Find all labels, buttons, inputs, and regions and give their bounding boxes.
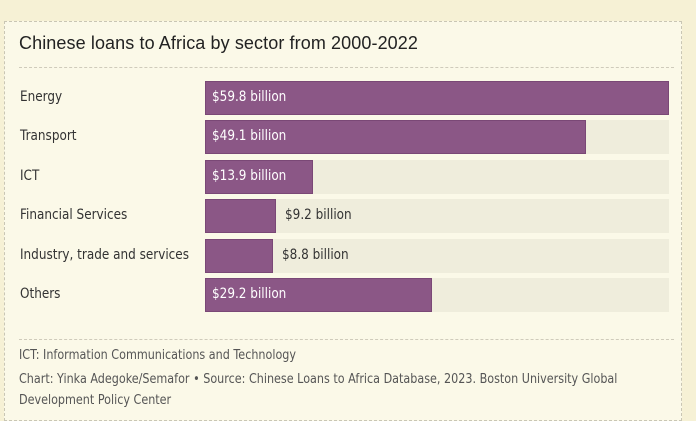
category-label: Transport: [20, 128, 77, 144]
footnote: ICT: Information Communications and Tech…: [19, 348, 297, 363]
bar-track: [205, 199, 669, 233]
divider: [19, 339, 674, 340]
data-label: $29.2 billion: [212, 286, 287, 302]
category-label: Industry, trade and services: [20, 247, 189, 263]
divider: [19, 67, 674, 68]
data-label: $8.8 billion: [282, 247, 349, 263]
category-label: ICT: [20, 168, 40, 184]
source-credit: Chart: Yinka Adegoke/Semafor • Source: C…: [19, 369, 617, 411]
category-label: Others: [20, 286, 61, 302]
data-label: $9.2 billion: [285, 207, 352, 223]
category-label: Financial Services: [20, 207, 128, 223]
bar: [205, 81, 669, 115]
chart-title: Chinese loans to Africa by sector from 2…: [19, 33, 419, 53]
data-label: $59.8 billion: [212, 89, 287, 105]
source-credit-line-2: Development Policy Center: [19, 393, 172, 408]
bar: [205, 160, 313, 194]
category-label: Energy: [20, 89, 63, 105]
chart-card: Chinese loans to Africa by sector from 2…: [4, 21, 682, 421]
data-label: $49.1 billion: [212, 128, 287, 144]
bar-track: [205, 239, 669, 273]
bar: [205, 278, 432, 312]
bar-chart: Energy $59.8 billion Transport $49.1 billio…: [5, 22, 683, 342]
data-label: $13.9 billion: [212, 168, 287, 184]
bar: [205, 239, 273, 273]
bar: [205, 120, 586, 154]
bar: [205, 199, 276, 233]
source-credit-line-1: Chart: Yinka Adegoke/Semafor • Source: C…: [19, 372, 618, 387]
